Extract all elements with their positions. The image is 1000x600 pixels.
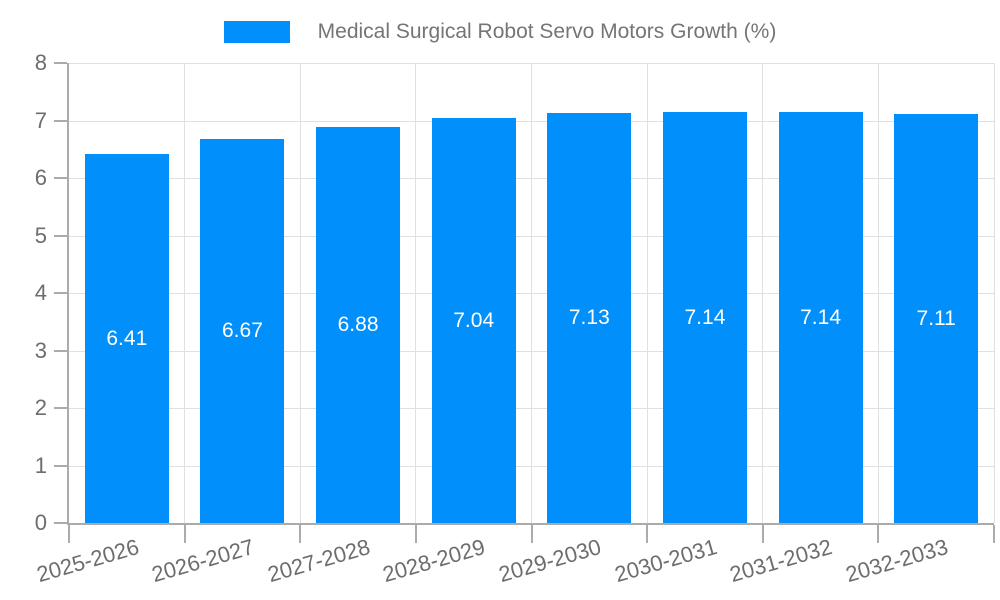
bar[interactable]: 6.41 [84,154,169,523]
y-tick-mark [54,62,67,64]
bar[interactable]: 6.67 [200,139,285,523]
bar-value-label: 7.11 [916,306,956,330]
y-tick-label: 0 [34,510,47,535]
x-tick-mark [299,525,302,543]
y-tick-mark [54,464,67,467]
x-tick-mark [993,525,995,543]
y-tick-mark [54,349,67,352]
x-category-label: 2032-2033 [842,534,951,588]
y-tick-mark [54,177,67,179]
v-gridline [877,63,879,523]
x-tick-mark [530,525,533,543]
bar[interactable]: 7.13 [547,113,632,523]
bar-value-label: 7.14 [684,305,726,329]
v-gridline [531,63,532,523]
y-tick-label: 1 [34,452,47,478]
x-category-label: 2029-2030 [495,534,604,588]
x-category-label: 2031-2032 [727,534,836,588]
x-tick-mark [646,525,649,543]
x-tick-mark [877,525,880,543]
x-category-label: 2028-2029 [380,534,489,588]
bar[interactable]: 7.11 [894,114,979,523]
bar[interactable]: 7.14 [662,112,747,523]
legend-label: Medical Surgical Robot Servo Motors Grow… [317,20,777,43]
v-gridline [184,63,186,523]
y-axis-line [67,63,69,525]
y-tick-mark [54,234,67,237]
y-tick-label: 7 [34,107,47,133]
y-tick-label: 3 [34,337,47,363]
legend-item[interactable]: Medical Surgical Robot Servo Motors Grow… [223,20,777,44]
bar[interactable]: 6.88 [316,127,401,523]
bar-value-label: 7.04 [453,308,495,332]
x-tick-mark [68,525,70,543]
legend: Medical Surgical Robot Servo Motors Grow… [0,20,1000,44]
y-tick-mark [54,292,67,294]
bar[interactable]: 7.14 [778,112,863,523]
plot-area: 6.41 6.67 6.88 7.04 7.13 7.14 7.14 7.11 0 1 2 3 4 5 6… [33,50,995,587]
y-tick-label: 4 [34,280,47,305]
bar-value-label: 6.88 [337,313,379,337]
v-gridline [299,63,301,523]
bar-value-label: 6.67 [222,319,263,343]
x-axis-line [67,523,994,525]
y-tick-label: 2 [34,395,47,420]
legend-swatch [223,21,290,43]
x-category-label: 2026-2027 [149,534,258,588]
x-category-label: 2027-2028 [264,534,373,588]
bar-value-label: 7.14 [800,305,841,329]
bar-value-label: 6.41 [106,326,148,350]
y-tick-mark [54,522,67,524]
x-tick-mark [761,525,764,543]
x-tick-mark [414,525,417,543]
v-gridline [993,63,995,523]
x-category-label: 2025-2026 [33,534,142,588]
v-gridline [415,63,417,523]
x-tick-mark [183,525,186,543]
y-tick-label: 5 [34,222,47,248]
v-gridline [646,63,648,523]
bar[interactable]: 7.04 [431,118,516,523]
bar-value-label: 7.13 [568,306,610,330]
y-tick-label: 6 [34,165,47,190]
x-category-label: 2030-2031 [611,534,720,588]
y-tick-mark [54,407,67,409]
v-gridline [762,63,764,523]
y-tick-mark [54,119,67,122]
y-tick-label: 8 [34,50,47,75]
